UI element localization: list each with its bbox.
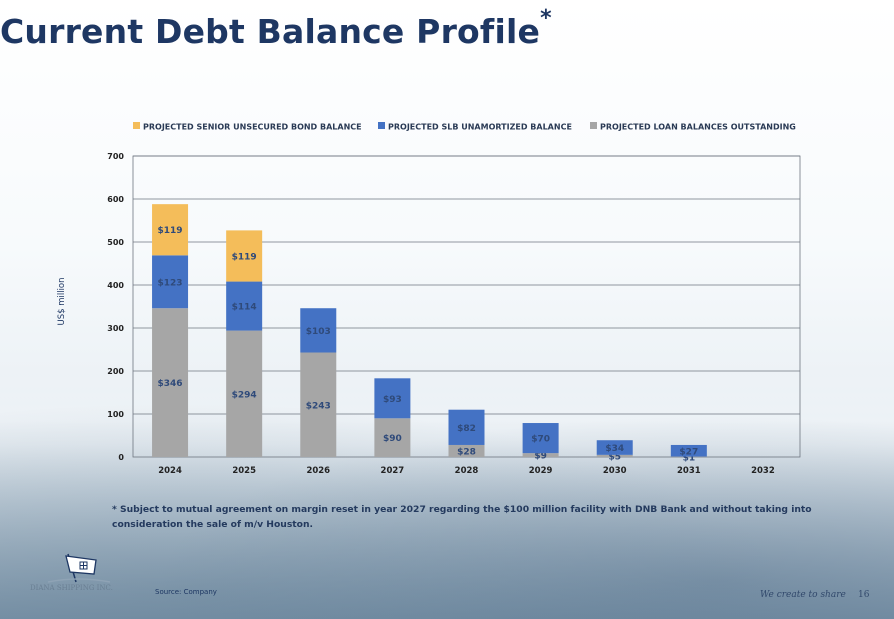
x-tick-label: 2025 [232,466,256,476]
x-tick-label: 2031 [677,466,701,476]
legend-label: PROJECTED SLB UNAMORTIZED BALANCE [388,123,572,132]
slogan: We create to share [760,590,846,600]
data-label: $114 [232,303,257,313]
x-tick-label: 2027 [381,466,405,476]
data-label: $1 [683,453,696,463]
title-footnote-mark: * [540,6,552,31]
legend-label: PROJECTED LOAN BALANCES OUTSTANDING [600,123,796,132]
bar-segment [374,378,411,419]
y-tick-label: 300 [107,324,124,333]
data-label: $27 [679,447,698,457]
legend-label: PROJECTED SENIOR UNSECURED BOND BALANCE [143,123,362,132]
data-label: $90 [383,434,402,444]
data-label: $294 [232,390,257,400]
y-tick-label: 600 [107,195,124,204]
page-title: Current Debt Balance Profile* [0,6,552,51]
y-axis-label: US$ million [57,277,67,325]
data-label: $119 [158,226,183,236]
source-note: Source: Company [155,588,217,596]
bar-segment [152,255,189,309]
data-label: $70 [531,435,550,445]
bar-segment [300,308,337,353]
x-tick-label: 2029 [529,466,553,476]
bar-segment [596,454,633,457]
title-text: Current Debt Balance Profile [0,12,541,51]
bar-segment [522,453,559,457]
bar-segment [522,423,559,454]
data-label: $82 [457,424,476,434]
y-tick-label: 700 [107,152,124,161]
data-label: $9 [534,452,547,462]
legend-swatch [378,122,385,129]
data-label: $119 [232,252,257,262]
data-label: $123 [158,278,183,288]
company-logo [47,553,111,583]
y-tick-label: 200 [107,367,124,376]
bar-segment [374,418,411,457]
legend-swatch [133,122,140,129]
bar-segment [226,230,263,282]
data-label: $93 [383,395,402,405]
footnote: * Subject to mutual agreement on margin … [112,504,812,530]
bar-segment [152,308,189,457]
bar-segment [226,281,263,331]
x-tick-label: 2030 [603,466,627,476]
y-tick-label: 400 [107,281,124,290]
bar-segment [226,330,263,457]
x-tick-label: 2026 [306,466,330,476]
company-name: DIANA SHIPPING INC. [30,584,113,592]
bar-segment [596,440,633,455]
y-tick-label: 0 [118,453,124,462]
x-tick-label: 2032 [751,466,775,476]
data-label: $103 [306,327,331,337]
y-tick-label: 500 [107,238,124,247]
page-number: 16 [858,590,870,600]
y-tick-label: 100 [107,410,124,419]
x-tick-label: 2024 [158,466,182,476]
data-label: $243 [306,401,331,411]
data-label: $34 [605,444,624,454]
bar-segment [670,444,707,457]
data-label: $5 [608,452,621,462]
legend-swatch [590,122,597,129]
bar-segment [448,444,485,457]
bar-segment [300,352,337,457]
x-tick-label: 2028 [455,466,479,476]
bar-segment [152,204,189,256]
data-label: $346 [158,379,183,389]
bar-segment [448,409,485,445]
data-label: $28 [457,447,476,457]
